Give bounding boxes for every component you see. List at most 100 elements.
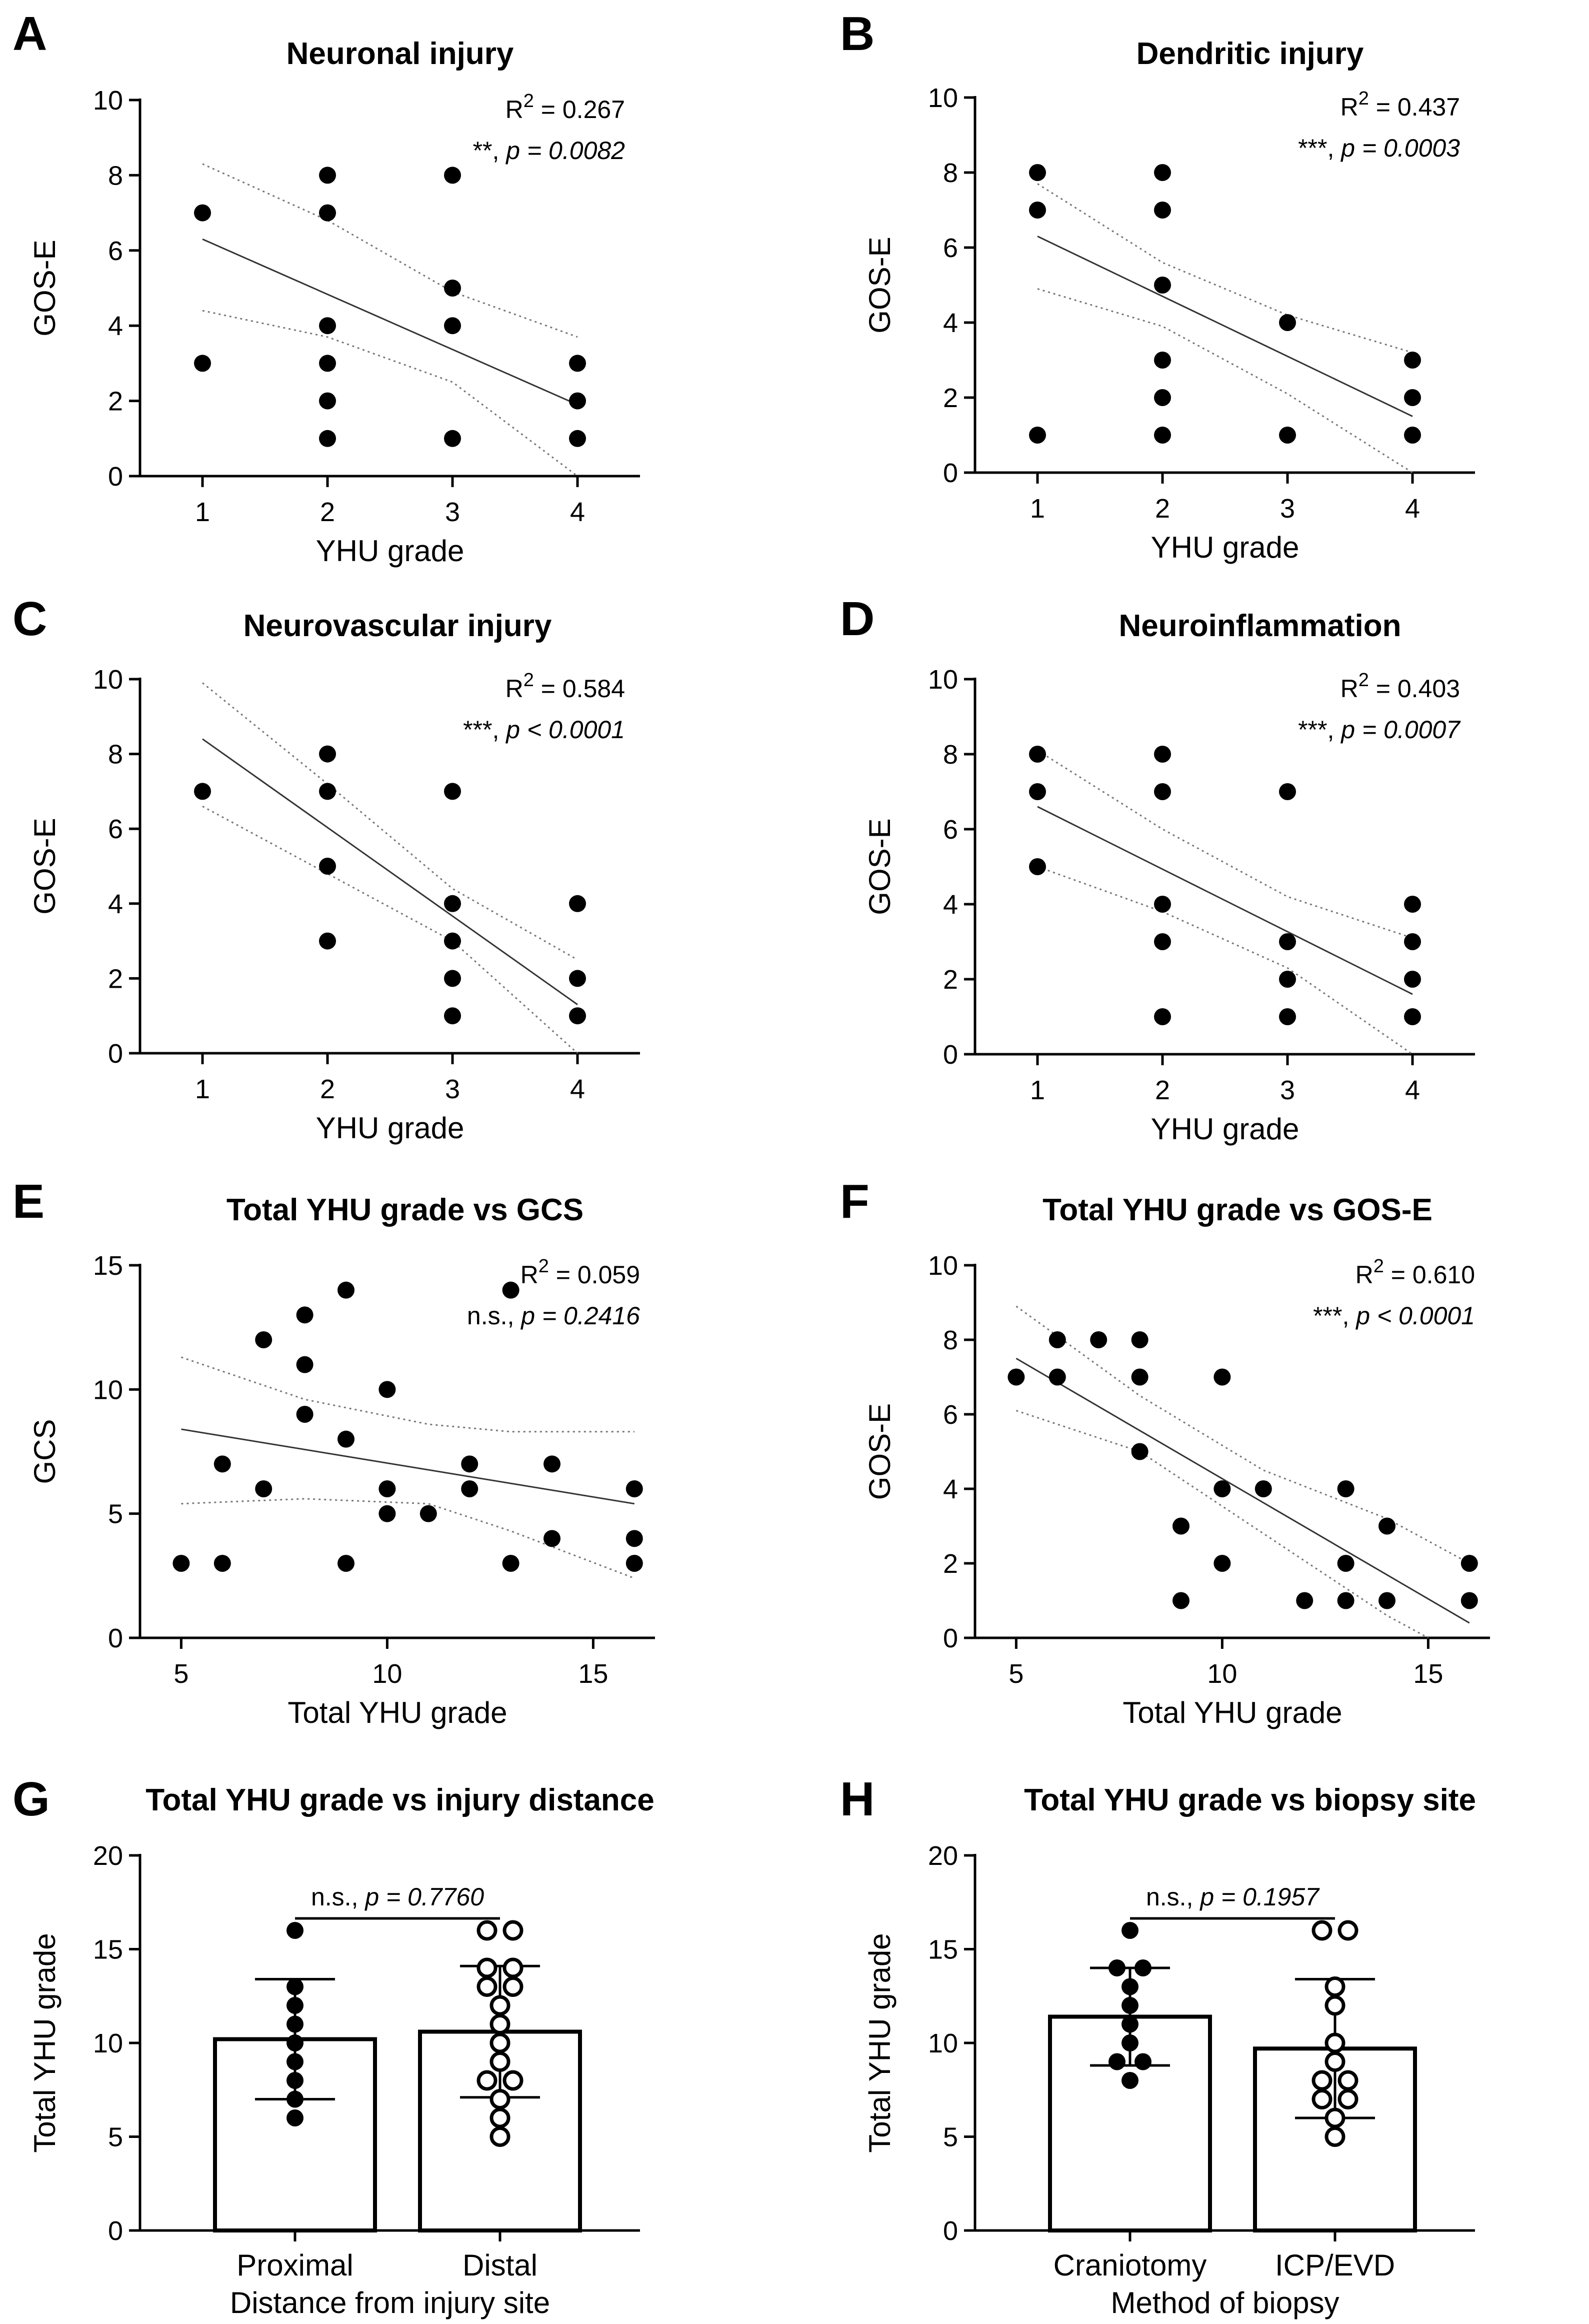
ci-upper-band (202, 163, 578, 338)
data-point (444, 317, 461, 335)
data-point (1029, 202, 1046, 219)
y-tick-label: 0 (108, 1039, 123, 1069)
y-tick-label: 10 (928, 83, 958, 113)
y-tick-label: 10 (93, 665, 123, 695)
panel-c: C Neurovascular injury 0 2 4 6 8 10 GOS-E 1 2 3 4 YHU… (12, 592, 640, 1145)
data-point (319, 745, 336, 763)
y-tick-label: 4 (108, 889, 123, 919)
y-tick-label: 20 (928, 1841, 958, 1871)
y-tick-label: 10 (93, 86, 123, 116)
y-axis-label: GCS (28, 1419, 62, 1484)
x-axis-label: YHU grade (1151, 531, 1300, 564)
x-axis-label: Total YHU grade (288, 1696, 507, 1729)
data-point (1324, 2126, 1346, 2147)
data-point (1296, 1592, 1314, 1609)
data-point (1029, 746, 1046, 763)
data-point (626, 1530, 643, 1547)
data-point (286, 2072, 304, 2089)
data-point (1324, 1976, 1346, 1997)
panel-title: Neuroinflammation (1119, 609, 1402, 643)
data-point (1337, 1480, 1354, 1497)
data-point (214, 1555, 231, 1572)
y-tick-label: 10 (928, 665, 958, 695)
data-point (319, 167, 336, 184)
data-point (476, 1957, 498, 1978)
data-point (1172, 1517, 1190, 1535)
data-point (490, 2014, 510, 2034)
panel-g: G Total YHU grade vs injury distance 0 5 10 1… (12, 1772, 654, 2319)
panel-h: H Total YHU grade vs biopsy site 0 5 10 15 20 T… (840, 1772, 1476, 2319)
data-point (1460, 1592, 1478, 1609)
y-tick-label: 15 (93, 1935, 123, 1965)
y-axis-label: GOS-E (863, 237, 896, 333)
data-point (490, 2089, 510, 2109)
regression-line (1037, 236, 1413, 417)
data-point (1279, 314, 1296, 331)
y-tick-label: 4 (943, 1474, 958, 1504)
data-point (319, 392, 336, 410)
data-point (502, 1920, 524, 1941)
data-point (296, 1356, 314, 1373)
data-point (1279, 933, 1296, 950)
data-point (502, 1976, 524, 1997)
ci-lower-band (202, 805, 578, 1054)
data-point (444, 895, 461, 912)
regression-line (181, 1428, 635, 1505)
y-tick-label: 8 (108, 740, 123, 770)
panel-title: Neurovascular injury (244, 609, 552, 643)
data-point (1029, 858, 1046, 875)
data-point (1324, 2051, 1346, 2072)
data-point (502, 2070, 524, 2091)
y-tick-label: 8 (108, 161, 123, 191)
data-point (319, 858, 336, 875)
data-point (1214, 1555, 1231, 1572)
x-tick-label: 15 (578, 1659, 608, 1689)
data-point (502, 1281, 520, 1299)
data-point (1378, 1592, 1396, 1609)
x-tick-label: 4 (1405, 494, 1420, 524)
y-tick-label: 4 (108, 311, 123, 341)
data-point (296, 1406, 314, 1423)
data-point (476, 1920, 498, 1941)
y-tick-label: 5 (943, 2122, 958, 2152)
data-point (1404, 933, 1421, 950)
category-label: Proximal (236, 2248, 353, 2282)
data-point (569, 392, 586, 410)
data-point (544, 1455, 560, 1473)
data-point (172, 1555, 190, 1572)
category-label: Craniotomy (1054, 2248, 1207, 2282)
x-tick-label: 2 (320, 1074, 335, 1104)
data-point (255, 1331, 272, 1348)
x-tick-label: 1 (1030, 1075, 1045, 1105)
data-point (338, 1555, 354, 1572)
data-point (1154, 783, 1171, 800)
y-tick-label: 20 (93, 1841, 123, 1871)
x-tick-label: 3 (1280, 1075, 1295, 1105)
data-point (1337, 1555, 1354, 1572)
data-point (1324, 2032, 1346, 2053)
data-point (569, 895, 586, 912)
data-point (1154, 1008, 1171, 1025)
data-point (569, 1007, 586, 1025)
data-point (1404, 427, 1421, 444)
y-tick-label: 10 (928, 2028, 958, 2058)
data-point (1108, 1959, 1126, 1976)
y-tick-label: 15 (93, 1251, 123, 1281)
y-tick-label: 10 (928, 1251, 958, 1281)
data-point (1154, 164, 1171, 181)
ci-upper-band (202, 682, 578, 961)
data-point (1279, 1008, 1296, 1025)
panel-title: Neuronal injury (286, 37, 514, 71)
data-point (286, 1978, 304, 1995)
panel-e: E Total YHU grade vs GCS 0 5 10 15 GCS 5 10 15 Tot… (12, 1175, 655, 1729)
data-point (1108, 2053, 1126, 2070)
data-point (286, 2015, 304, 2033)
x-tick-label: 2 (320, 497, 335, 527)
data-point (476, 2070, 498, 2091)
data-point (444, 1007, 461, 1025)
data-point (378, 1505, 396, 1522)
data-point (286, 2109, 304, 2126)
x-axis-label: YHU grade (1151, 1112, 1300, 1146)
x-axis-label: YHU grade (316, 534, 464, 568)
x-tick-label: 1 (195, 1074, 210, 1104)
